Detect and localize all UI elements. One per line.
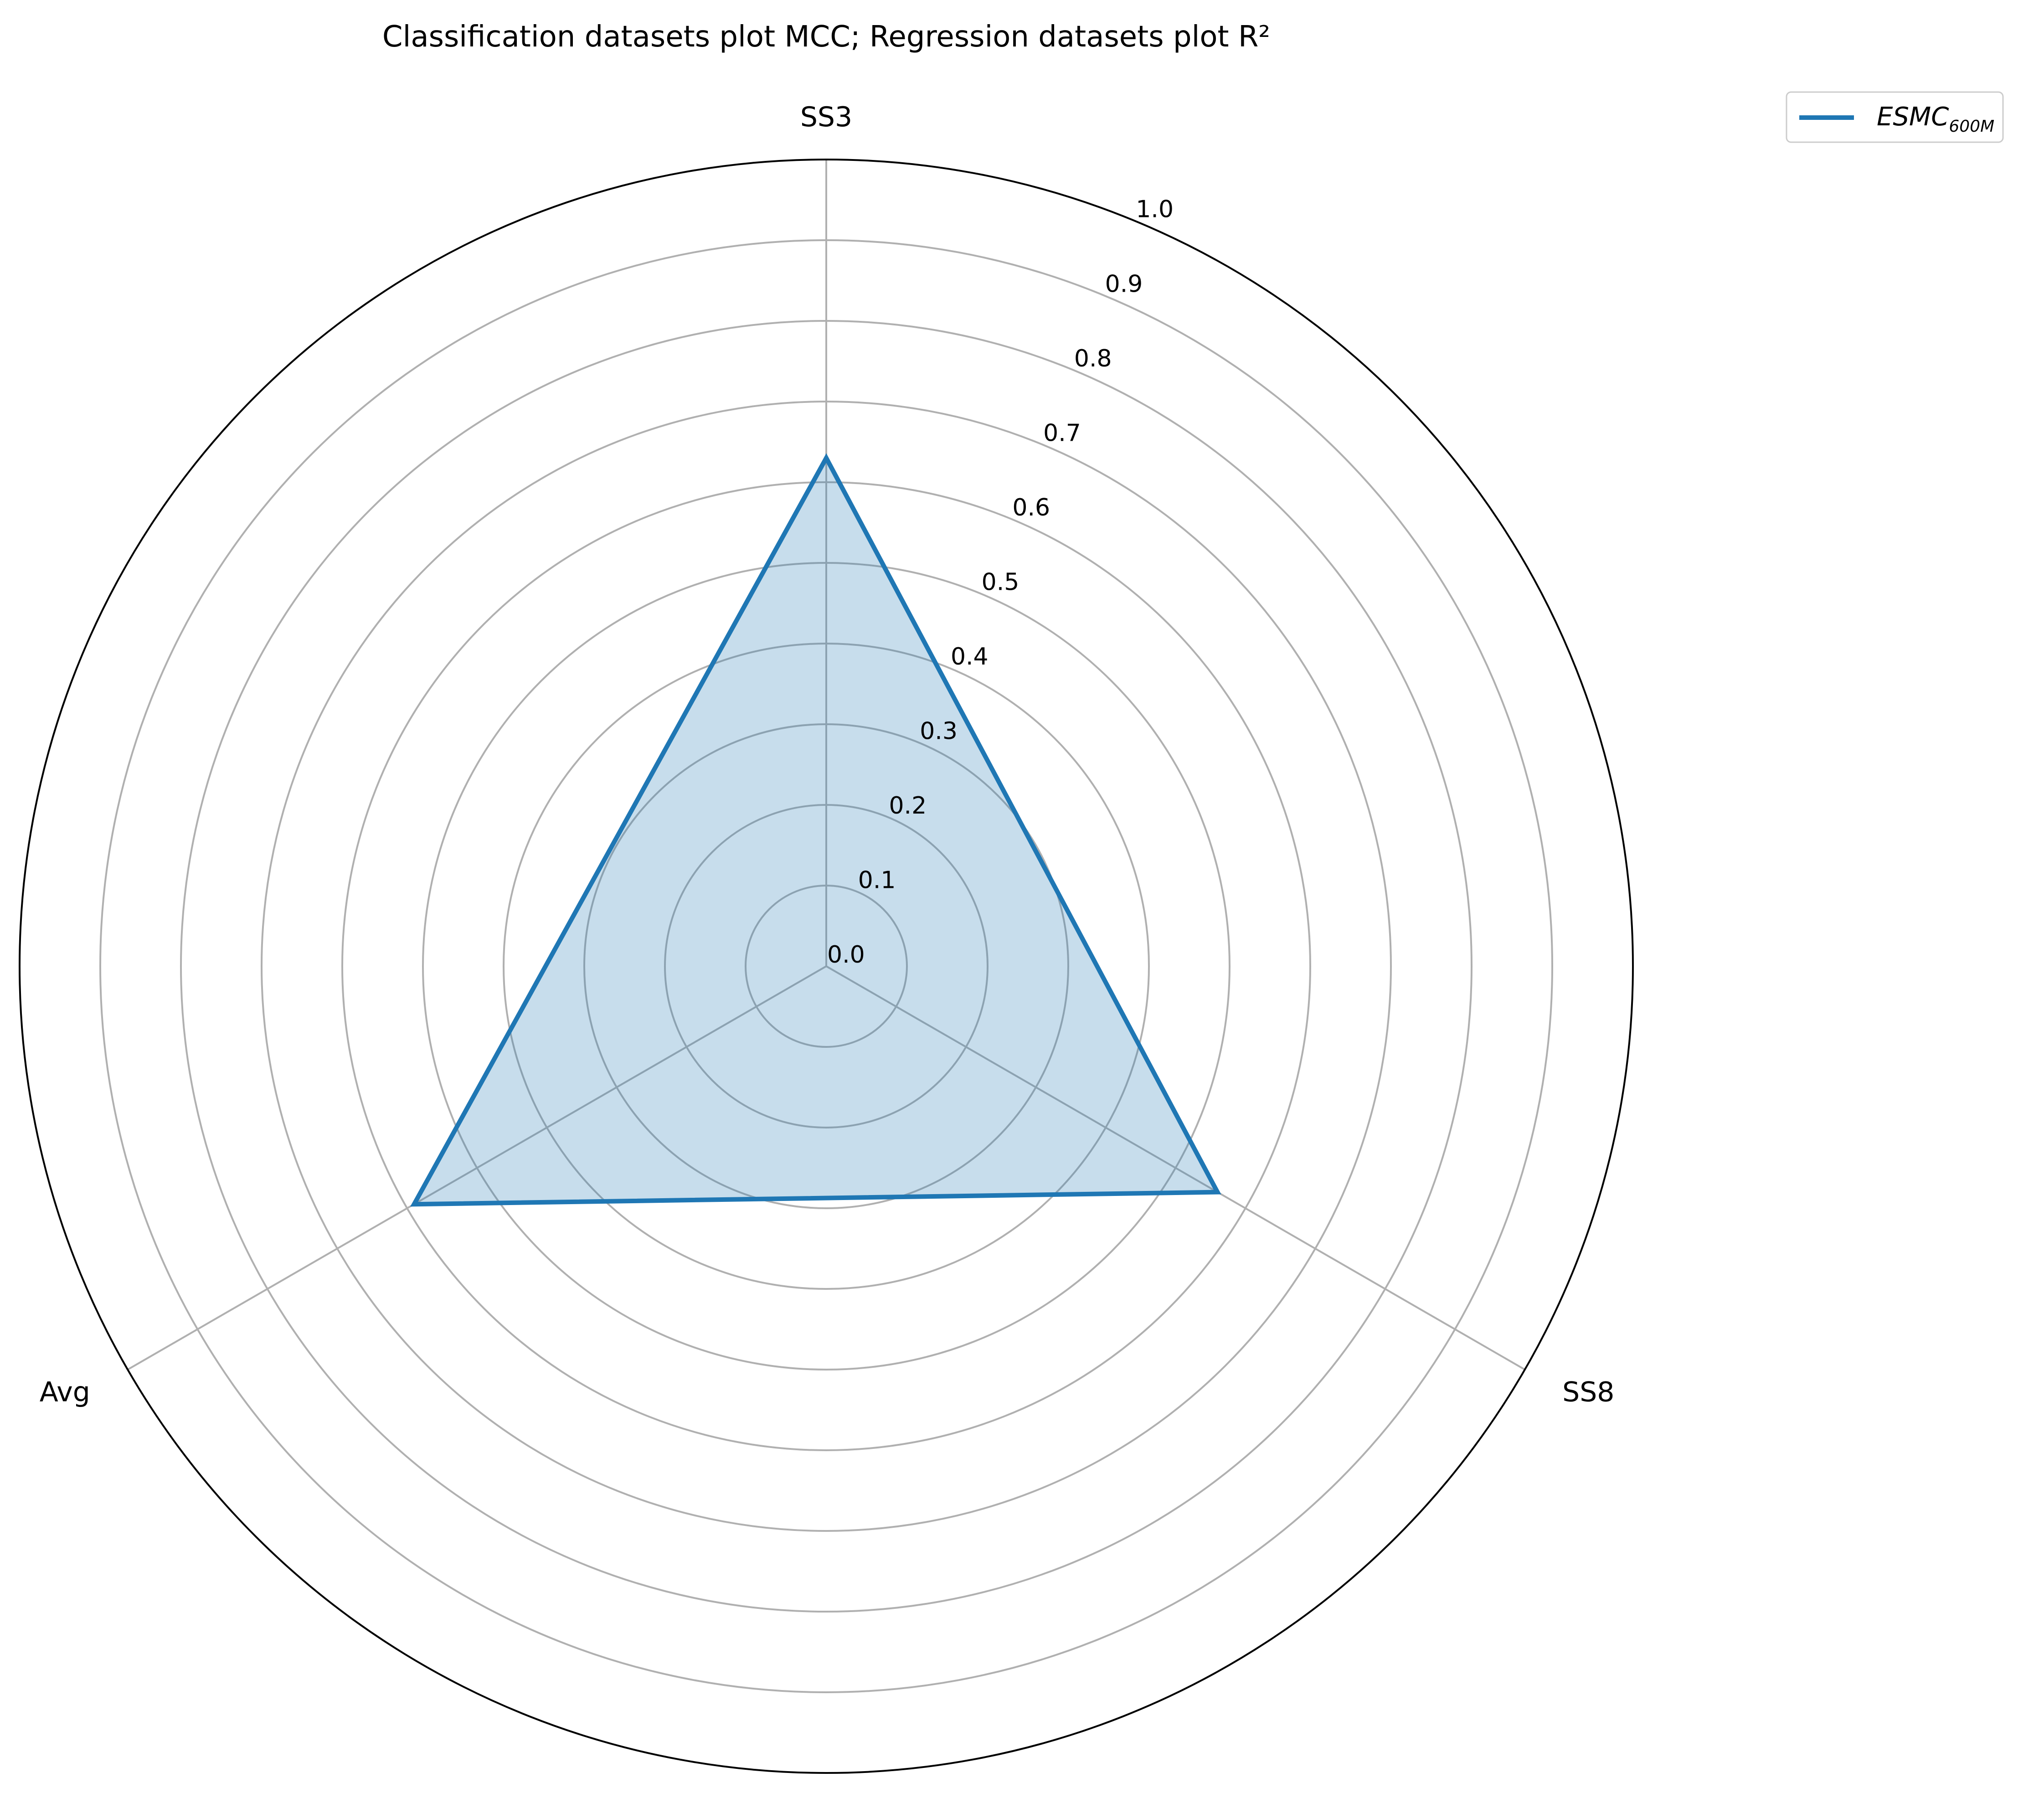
r-tick-label: 0.0 bbox=[827, 941, 865, 969]
r-tick-label: 0.7 bbox=[1043, 419, 1081, 447]
r-tick-label: 0.8 bbox=[1074, 345, 1112, 372]
series-line bbox=[410, 453, 1221, 1207]
chart-title: Classification datasets plot MCC; Regres… bbox=[382, 20, 1270, 54]
axis-labels: SS3 SS8 Avg bbox=[40, 101, 1615, 1408]
outer-ring bbox=[19, 159, 1634, 1774]
r-tick-label: 0.6 bbox=[1012, 494, 1050, 521]
grid-layer bbox=[19, 159, 1634, 1774]
spoke-ss8 bbox=[826, 965, 1525, 1371]
r-tick-label: 0.2 bbox=[889, 792, 927, 819]
axis-label-avg: Avg bbox=[40, 1376, 90, 1408]
r-tick-label: 0.9 bbox=[1105, 270, 1143, 298]
legend: ESMC600M bbox=[1786, 91, 2004, 143]
data-point-avg bbox=[414, 1204, 415, 1205]
r-tick-label: 0.3 bbox=[920, 717, 958, 745]
series-area bbox=[414, 458, 1218, 1205]
r-tick-label: 1.0 bbox=[1136, 196, 1174, 223]
r-tick-label: 0.5 bbox=[982, 568, 1019, 596]
data-point-ss3 bbox=[826, 458, 827, 459]
r-tick-label: 0.1 bbox=[858, 866, 896, 894]
legend-box bbox=[1786, 91, 2004, 143]
axis-label-ss8: SS8 bbox=[1562, 1376, 1614, 1408]
tick-labels: 0.0 0.1 0.2 0.3 0.4 0.5 0.6 0.7 0.8 0.9 1.0 bbox=[827, 196, 1174, 969]
series-layer bbox=[410, 453, 1221, 1207]
r-tick-label: 0.4 bbox=[951, 643, 989, 670]
axis-label-ss3: SS3 bbox=[800, 101, 852, 133]
spoke-avg bbox=[127, 965, 827, 1371]
legend-label-esmc-600m: ESMC600M bbox=[1877, 102, 1994, 136]
data-point-ss8 bbox=[1217, 1192, 1218, 1193]
